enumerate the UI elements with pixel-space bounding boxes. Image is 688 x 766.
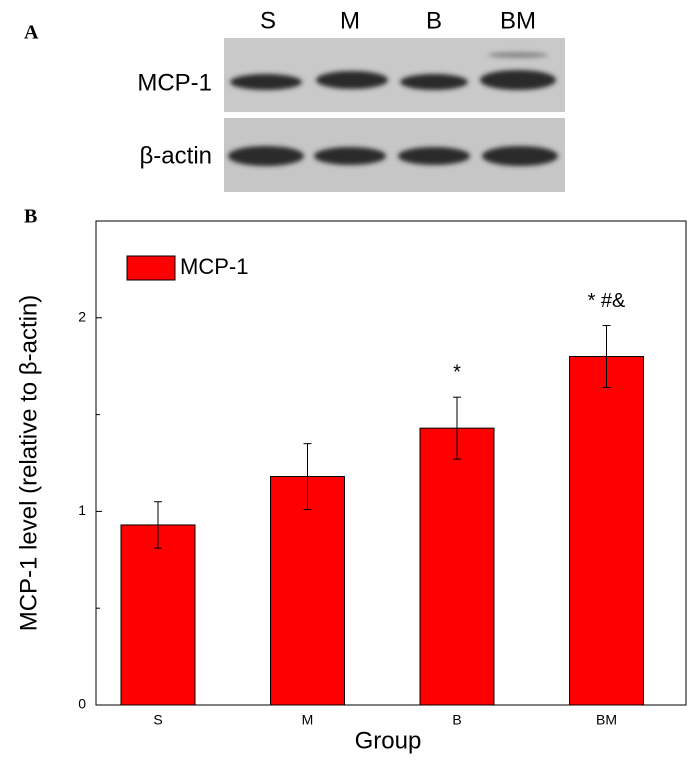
- legend-swatch: [126, 255, 176, 281]
- x-tick-label: M: [302, 712, 314, 728]
- lane-label: B: [426, 7, 442, 34]
- y-tick-label: 2: [78, 309, 86, 325]
- bar: [120, 524, 196, 706]
- bar: [569, 356, 644, 706]
- x-tick-label: B: [452, 712, 461, 728]
- y-tick-label: 1: [78, 502, 86, 518]
- legend-label: MCP-1: [180, 254, 248, 279]
- row-label: MCP-1: [137, 69, 212, 96]
- bar: [270, 476, 345, 706]
- blot: [224, 38, 565, 192]
- panel-label: A: [24, 22, 39, 44]
- panel-label: B: [24, 206, 37, 228]
- bar: [419, 427, 495, 706]
- annotation: * #&: [588, 290, 626, 312]
- lane-label: BM: [500, 7, 536, 34]
- plot-frame: [95, 220, 687, 706]
- y-tick-label: 0: [78, 696, 86, 712]
- y-axis-title: MCP-1 level (relative to β-actin): [15, 295, 42, 632]
- x-tick-label: BM: [596, 712, 617, 728]
- annotation: *: [453, 361, 461, 383]
- lane-label: M: [340, 7, 360, 34]
- x-tick-label: S: [153, 712, 162, 728]
- lane-label: S: [260, 7, 276, 34]
- x-axis-title: Group: [355, 727, 422, 754]
- row-label: β-actin: [140, 142, 213, 169]
